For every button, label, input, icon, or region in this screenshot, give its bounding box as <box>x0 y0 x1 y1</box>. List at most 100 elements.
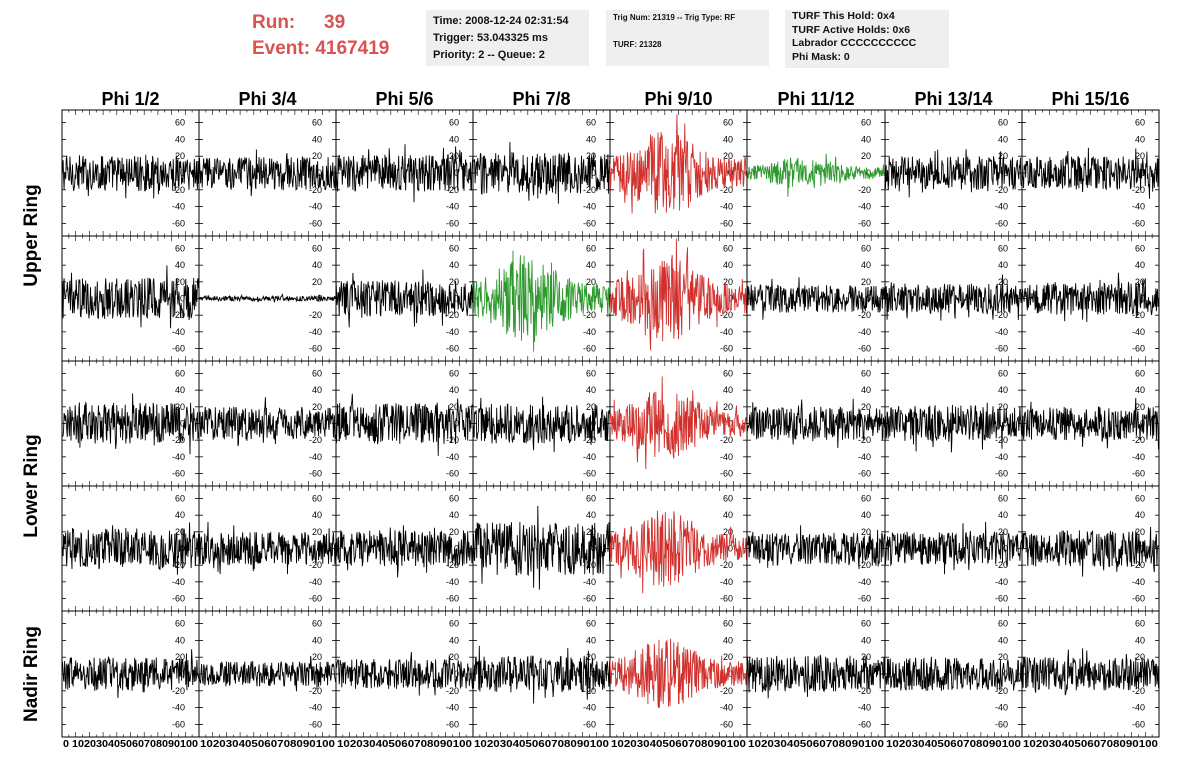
priority-text: Priority: 2 -- Queue: 2 <box>433 49 545 61</box>
y-tick-label: 40 <box>1135 134 1145 144</box>
panel-r1-c7: -60 -40 -20 0 20 40 60 <box>884 109 1023 237</box>
y-tick-label: 0 <box>454 669 459 679</box>
y-tick-label: 60 <box>1135 244 1145 254</box>
y-tick-label: -40 <box>446 577 459 587</box>
y-tick-label: 20 <box>998 527 1008 537</box>
y-tick-label: 20 <box>861 402 871 412</box>
y-tick-label: 0 <box>1003 544 1008 554</box>
trig-text: Trig Num: 21319 -- Trig Type: RF <box>613 13 736 22</box>
y-tick-label: 60 <box>723 244 733 254</box>
y-tick-label: -20 <box>1132 560 1145 570</box>
event-line: Event: 4167419 <box>252 36 389 62</box>
y-tick-label: 40 <box>175 635 185 645</box>
y-tick-label: 40 <box>861 510 871 520</box>
y-tick-label: 60 <box>586 244 596 254</box>
y-tick-label: 40 <box>312 385 322 395</box>
time-text: Time: 2008-12-24 02:31:54 <box>433 15 569 27</box>
y-tick-label: 60 <box>861 619 871 629</box>
y-tick-label: 0 <box>180 294 185 304</box>
y-tick-label: -40 <box>309 202 322 212</box>
y-tick-label: -40 <box>858 577 871 587</box>
y-tick-label: -60 <box>720 469 733 479</box>
y-tick-label: 20 <box>861 527 871 537</box>
y-tick-label: -40 <box>583 577 596 587</box>
y-tick-label: 20 <box>1135 402 1145 412</box>
y-tick-label: 40 <box>723 510 733 520</box>
panel-r5-c3: -60 -40 -20 0 20 40 60 <box>335 610 474 738</box>
y-tick-label: 60 <box>175 494 185 504</box>
y-tick-label: 40 <box>586 260 596 270</box>
waveform-trace <box>198 292 337 303</box>
y-tick-label: 40 <box>586 635 596 645</box>
waveform-trace <box>198 521 337 575</box>
y-tick-label: 20 <box>586 277 596 287</box>
x-tick-labels-col-6: 102030405060708090100 <box>748 738 884 750</box>
y-tick-label: -60 <box>583 218 596 228</box>
y-tick-label: -60 <box>720 344 733 354</box>
waveform-trace <box>198 397 337 447</box>
y-tick-label: -60 <box>720 719 733 729</box>
y-tick-label: 0 <box>728 294 733 304</box>
y-tick-label: -40 <box>583 703 596 713</box>
y-tick-label: 60 <box>1135 369 1145 379</box>
y-tick-label: -40 <box>720 202 733 212</box>
y-tick-label: 60 <box>998 118 1008 128</box>
y-tick-label: -40 <box>858 202 871 212</box>
y-tick-label: 0 <box>1003 669 1008 679</box>
y-tick-label: 40 <box>312 134 322 144</box>
y-tick-label: -40 <box>446 703 459 713</box>
y-tick-label: -40 <box>172 327 185 337</box>
panel-r2-c1: -60 -40 -20 0 20 40 60 <box>61 235 200 362</box>
y-tick-label: 20 <box>1135 527 1145 537</box>
y-tick-label: -60 <box>309 594 322 604</box>
waveform-trace <box>609 238 748 351</box>
y-tick-label: 40 <box>175 385 185 395</box>
y-tick-label: -20 <box>309 435 322 445</box>
y-tick-label: 60 <box>449 369 459 379</box>
y-tick-label: -40 <box>172 452 185 462</box>
y-tick-label: 40 <box>1135 510 1145 520</box>
waveform-trace <box>472 396 611 453</box>
y-tick-label: -40 <box>995 327 1008 337</box>
panel-r1-c4: -60 -40 -20 0 20 40 60 <box>472 109 611 237</box>
waveform-trace <box>61 154 200 199</box>
y-tick-label: -20 <box>1132 686 1145 696</box>
y-tick-label: 60 <box>861 369 871 379</box>
y-tick-label: -20 <box>858 435 871 445</box>
y-tick-label: 0 <box>728 419 733 429</box>
y-tick-label: 40 <box>449 385 459 395</box>
y-tick-label: 20 <box>998 151 1008 161</box>
y-tick-label: -20 <box>309 185 322 195</box>
y-tick-label: 0 <box>866 168 871 178</box>
y-tick-label: -60 <box>309 344 322 354</box>
y-tick-label: -40 <box>995 202 1008 212</box>
column-title-4: Phi 7/8 <box>512 89 570 109</box>
y-tick-label: -60 <box>309 719 322 729</box>
y-tick-label: 40 <box>312 510 322 520</box>
y-tick-label: -40 <box>583 452 596 462</box>
y-tick-label: -60 <box>1132 719 1145 729</box>
y-tick-label: -20 <box>995 686 1008 696</box>
y-tick-label: 20 <box>312 402 322 412</box>
y-tick-label: 20 <box>175 402 185 412</box>
waveform-trace <box>335 652 474 696</box>
y-tick-label: -40 <box>1132 202 1145 212</box>
y-tick-label: 20 <box>449 527 459 537</box>
y-tick-label: 20 <box>723 151 733 161</box>
y-tick-label: -60 <box>583 469 596 479</box>
y-tick-label: -40 <box>446 452 459 462</box>
y-tick-label: 60 <box>312 118 322 128</box>
y-tick-label: 20 <box>723 527 733 537</box>
y-tick-label: -20 <box>172 310 185 320</box>
waveform-trace <box>609 638 748 709</box>
